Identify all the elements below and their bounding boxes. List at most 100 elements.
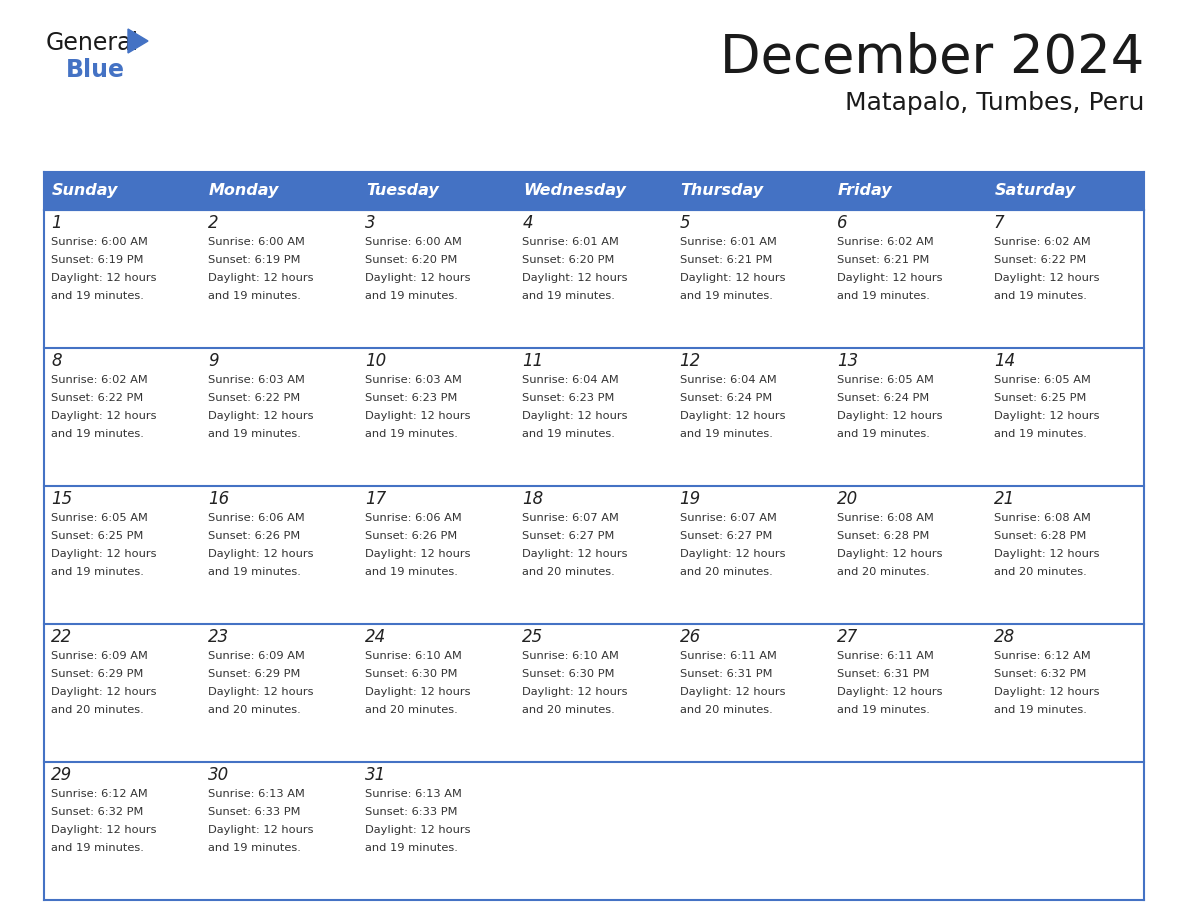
Text: 5: 5	[680, 214, 690, 232]
Text: and 20 minutes.: and 20 minutes.	[523, 705, 615, 715]
Text: and 19 minutes.: and 19 minutes.	[365, 567, 459, 577]
Text: Friday: Friday	[838, 184, 892, 198]
Text: Sunset: 6:29 PM: Sunset: 6:29 PM	[208, 669, 301, 679]
Polygon shape	[128, 29, 148, 53]
Text: 31: 31	[365, 766, 386, 784]
Text: Daylight: 12 hours: Daylight: 12 hours	[51, 273, 157, 283]
Bar	[359, 172, 516, 210]
Text: Daylight: 12 hours: Daylight: 12 hours	[523, 687, 628, 697]
Text: Sunrise: 6:07 AM: Sunrise: 6:07 AM	[680, 513, 777, 523]
Text: 22: 22	[51, 628, 72, 646]
Text: 18: 18	[523, 490, 544, 508]
Text: Matapalo, Tumbes, Peru: Matapalo, Tumbes, Peru	[845, 91, 1144, 115]
Text: Sunrise: 6:07 AM: Sunrise: 6:07 AM	[523, 513, 619, 523]
Text: Sunrise: 6:03 AM: Sunrise: 6:03 AM	[365, 375, 462, 385]
Text: Thursday: Thursday	[681, 184, 764, 198]
Text: Sunset: 6:28 PM: Sunset: 6:28 PM	[994, 531, 1086, 541]
Text: Sunset: 6:22 PM: Sunset: 6:22 PM	[208, 393, 301, 403]
Bar	[829, 210, 987, 348]
Text: 11: 11	[523, 352, 544, 370]
Text: Saturday: Saturday	[994, 184, 1076, 198]
Bar	[829, 486, 987, 624]
Text: and 20 minutes.: and 20 minutes.	[523, 567, 615, 577]
Text: Daylight: 12 hours: Daylight: 12 hours	[680, 411, 785, 421]
Bar	[201, 762, 359, 900]
Bar	[987, 762, 1144, 900]
Bar	[829, 624, 987, 762]
Text: Sunset: 6:20 PM: Sunset: 6:20 PM	[365, 255, 457, 265]
Text: Wednesday: Wednesday	[524, 184, 626, 198]
Bar	[201, 486, 359, 624]
Bar	[44, 172, 201, 210]
Text: and 19 minutes.: and 19 minutes.	[994, 291, 1087, 301]
Text: Sunset: 6:28 PM: Sunset: 6:28 PM	[836, 531, 929, 541]
Bar	[44, 210, 201, 348]
Text: Sunrise: 6:06 AM: Sunrise: 6:06 AM	[208, 513, 305, 523]
Bar	[516, 172, 672, 210]
Bar	[516, 624, 672, 762]
Text: Tuesday: Tuesday	[366, 184, 440, 198]
Text: Daylight: 12 hours: Daylight: 12 hours	[994, 411, 1099, 421]
Text: Daylight: 12 hours: Daylight: 12 hours	[208, 825, 314, 835]
Text: Sunset: 6:24 PM: Sunset: 6:24 PM	[836, 393, 929, 403]
Text: and 19 minutes.: and 19 minutes.	[51, 843, 144, 853]
Text: and 19 minutes.: and 19 minutes.	[365, 843, 459, 853]
Text: Sunset: 6:33 PM: Sunset: 6:33 PM	[365, 807, 457, 817]
Text: 28: 28	[994, 628, 1015, 646]
Text: Sunday: Sunday	[52, 184, 119, 198]
Text: Daylight: 12 hours: Daylight: 12 hours	[836, 273, 942, 283]
Text: 7: 7	[994, 214, 1005, 232]
Text: Sunset: 6:26 PM: Sunset: 6:26 PM	[208, 531, 301, 541]
Text: Daylight: 12 hours: Daylight: 12 hours	[365, 687, 470, 697]
Text: Sunrise: 6:02 AM: Sunrise: 6:02 AM	[51, 375, 147, 385]
Text: 3: 3	[365, 214, 375, 232]
Text: and 20 minutes.: and 20 minutes.	[365, 705, 459, 715]
Text: Sunrise: 6:05 AM: Sunrise: 6:05 AM	[836, 375, 934, 385]
Text: and 20 minutes.: and 20 minutes.	[836, 567, 929, 577]
Text: and 19 minutes.: and 19 minutes.	[836, 705, 929, 715]
Text: and 19 minutes.: and 19 minutes.	[836, 291, 929, 301]
Bar	[44, 762, 201, 900]
Text: General: General	[46, 31, 139, 55]
Text: 17: 17	[365, 490, 386, 508]
Bar	[672, 762, 829, 900]
Text: Sunrise: 6:00 AM: Sunrise: 6:00 AM	[208, 237, 305, 247]
Text: Sunset: 6:21 PM: Sunset: 6:21 PM	[680, 255, 772, 265]
Text: 1: 1	[51, 214, 62, 232]
Text: and 19 minutes.: and 19 minutes.	[994, 429, 1087, 439]
Text: Sunrise: 6:09 AM: Sunrise: 6:09 AM	[208, 651, 305, 661]
Text: Sunset: 6:24 PM: Sunset: 6:24 PM	[680, 393, 772, 403]
Text: and 19 minutes.: and 19 minutes.	[680, 429, 772, 439]
Text: and 19 minutes.: and 19 minutes.	[680, 291, 772, 301]
Bar	[987, 210, 1144, 348]
Text: Daylight: 12 hours: Daylight: 12 hours	[51, 687, 157, 697]
Bar	[516, 486, 672, 624]
Text: Sunrise: 6:09 AM: Sunrise: 6:09 AM	[51, 651, 147, 661]
Text: Sunrise: 6:10 AM: Sunrise: 6:10 AM	[523, 651, 619, 661]
Text: December 2024: December 2024	[720, 32, 1144, 84]
Text: and 19 minutes.: and 19 minutes.	[51, 567, 144, 577]
Text: 8: 8	[51, 352, 62, 370]
Text: and 20 minutes.: and 20 minutes.	[208, 705, 301, 715]
Text: Sunset: 6:22 PM: Sunset: 6:22 PM	[994, 255, 1086, 265]
Bar	[829, 762, 987, 900]
Text: 29: 29	[51, 766, 72, 784]
Bar	[516, 348, 672, 486]
Bar	[359, 762, 516, 900]
Text: Daylight: 12 hours: Daylight: 12 hours	[208, 687, 314, 697]
Text: Sunset: 6:20 PM: Sunset: 6:20 PM	[523, 255, 615, 265]
Bar	[829, 348, 987, 486]
Text: Sunrise: 6:05 AM: Sunrise: 6:05 AM	[51, 513, 147, 523]
Text: Daylight: 12 hours: Daylight: 12 hours	[523, 549, 628, 559]
Text: Sunset: 6:26 PM: Sunset: 6:26 PM	[365, 531, 457, 541]
Text: Daylight: 12 hours: Daylight: 12 hours	[836, 549, 942, 559]
Text: Monday: Monday	[209, 184, 279, 198]
Bar	[359, 210, 516, 348]
Text: 20: 20	[836, 490, 858, 508]
Bar	[987, 486, 1144, 624]
Text: and 19 minutes.: and 19 minutes.	[365, 291, 459, 301]
Text: Daylight: 12 hours: Daylight: 12 hours	[365, 549, 470, 559]
Text: Sunset: 6:23 PM: Sunset: 6:23 PM	[365, 393, 457, 403]
Text: Daylight: 12 hours: Daylight: 12 hours	[994, 687, 1099, 697]
Text: and 19 minutes.: and 19 minutes.	[208, 843, 301, 853]
